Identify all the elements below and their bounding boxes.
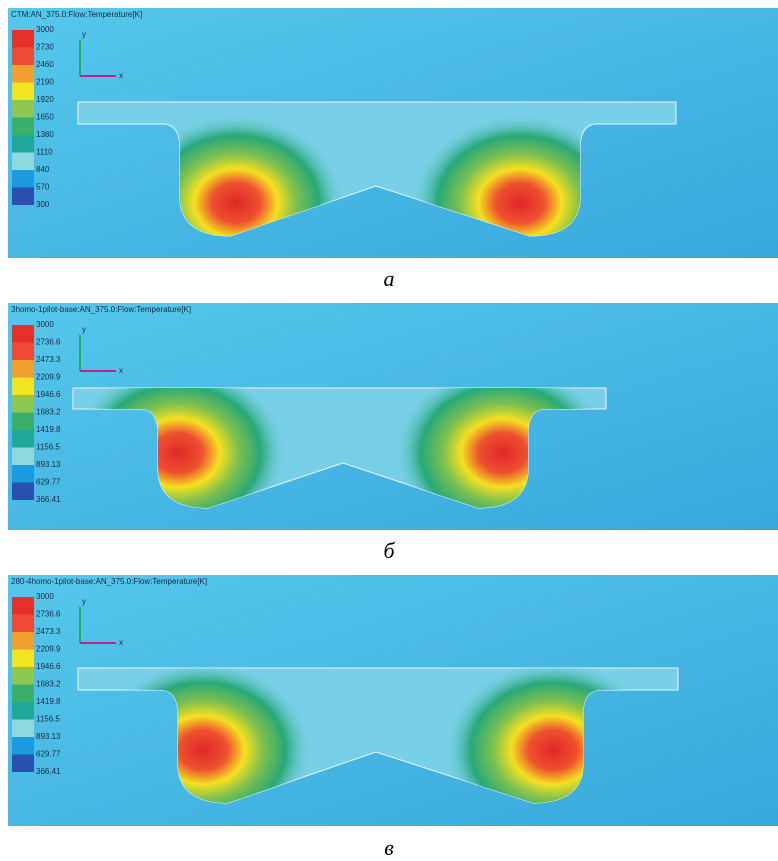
legend-label: 1946.6 — [36, 662, 61, 671]
legend-label: 2209.9 — [36, 645, 61, 654]
axis-y-label: y — [82, 325, 86, 334]
legend-swatch — [12, 465, 34, 483]
caption: б — [383, 538, 395, 563]
legend-swatch — [12, 65, 34, 83]
legend-label: 3000 — [36, 592, 54, 601]
legend-label: 629.77 — [36, 478, 61, 487]
legend-swatch — [12, 377, 34, 395]
legend-label: 2473.3 — [36, 627, 61, 636]
legend-swatch — [12, 667, 34, 685]
legend-label: 2730 — [36, 43, 54, 52]
axis-x-label: x — [119, 71, 123, 80]
hot-zone — [410, 113, 630, 236]
contour-plot: 3homo-1pilot-base:AN_375.0:Flow:Temperat… — [8, 303, 778, 530]
legend-label: 1683.2 — [36, 680, 61, 689]
legend-swatch — [12, 430, 34, 448]
legend-label: 1419.8 — [36, 697, 61, 706]
legend-label: 1920 — [36, 95, 54, 104]
axis-y-label: y — [82, 30, 86, 39]
legend-label: 2460 — [36, 60, 54, 69]
legend-swatch — [12, 737, 34, 755]
legend-swatch — [12, 395, 34, 413]
legend-swatch — [12, 482, 34, 500]
legend-swatch — [12, 702, 34, 720]
legend-swatch — [12, 684, 34, 702]
legend-label: 2209.9 — [36, 373, 61, 382]
contour-plot: 280-4homo-1pilot-base:AN_375.0:Flow:Temp… — [8, 575, 778, 826]
caption: а — [383, 266, 395, 291]
legend-swatch — [12, 325, 34, 343]
plot-title: 3homo-1pilot-base:AN_375.0:Flow:Temperat… — [11, 305, 191, 314]
legend-swatch — [12, 30, 34, 48]
legend-label: 3000 — [36, 25, 54, 34]
contour-plot: CTM:AN_375.0:Flow:Temperature[K] 3000 2730… — [8, 8, 778, 258]
legend-label: 1156.5 — [36, 443, 60, 452]
legend-label: 1650 — [36, 113, 54, 122]
legend-label: 300 — [36, 200, 50, 209]
legend-label: 893.13 — [36, 732, 61, 741]
legend-swatch — [12, 152, 34, 170]
hot-zone — [126, 113, 346, 236]
legend-swatch — [12, 170, 34, 188]
legend-swatch — [12, 632, 34, 650]
legend-label: 629.77 — [36, 750, 61, 759]
legend-label: 366.41 — [36, 767, 61, 776]
legend-swatch — [12, 117, 34, 135]
legend-label: 1380 — [36, 130, 54, 139]
legend-label: 1156.5 — [36, 715, 60, 724]
plot-title: CTM:AN_375.0:Flow:Temperature[K] — [11, 10, 142, 19]
legend-swatch — [12, 135, 34, 153]
legend-label: 1419.8 — [36, 425, 61, 434]
legend-swatch — [12, 100, 34, 118]
legend-swatch — [12, 447, 34, 465]
legend-label: 2736.6 — [36, 610, 61, 619]
legend-label: 2736.6 — [36, 338, 61, 347]
legend-swatch — [12, 597, 34, 615]
hot-zones — [126, 113, 630, 236]
legend-swatch — [12, 47, 34, 65]
legend-swatch — [12, 754, 34, 772]
legend-swatch — [12, 412, 34, 430]
legend-label: 570 — [36, 183, 50, 192]
legend-swatch — [12, 187, 34, 205]
legend-swatch — [12, 614, 34, 632]
axis-y-label: y — [82, 597, 86, 606]
legend-label: 366.41 — [36, 495, 61, 504]
legend-swatch — [12, 360, 34, 378]
legend-label: 2190 — [36, 78, 54, 87]
legend-label: 1110 — [36, 148, 53, 157]
legend-label: 1683.2 — [36, 408, 61, 417]
legend-swatch — [12, 649, 34, 667]
legend-swatch — [12, 719, 34, 737]
legend-label: 2473.3 — [36, 355, 61, 364]
legend-swatch — [12, 82, 34, 100]
legend-label: 3000 — [36, 320, 54, 329]
legend-label: 840 — [36, 165, 50, 174]
caption: в — [384, 835, 394, 860]
axis-x-label: x — [119, 366, 123, 375]
axis-x-label: x — [119, 638, 123, 647]
legend-label: 893.13 — [36, 460, 61, 469]
legend-swatch — [12, 342, 34, 360]
legend-label: 1946.6 — [36, 390, 61, 399]
plot-title: 280-4homo-1pilot-base:AN_375.0:Flow:Temp… — [11, 577, 207, 586]
